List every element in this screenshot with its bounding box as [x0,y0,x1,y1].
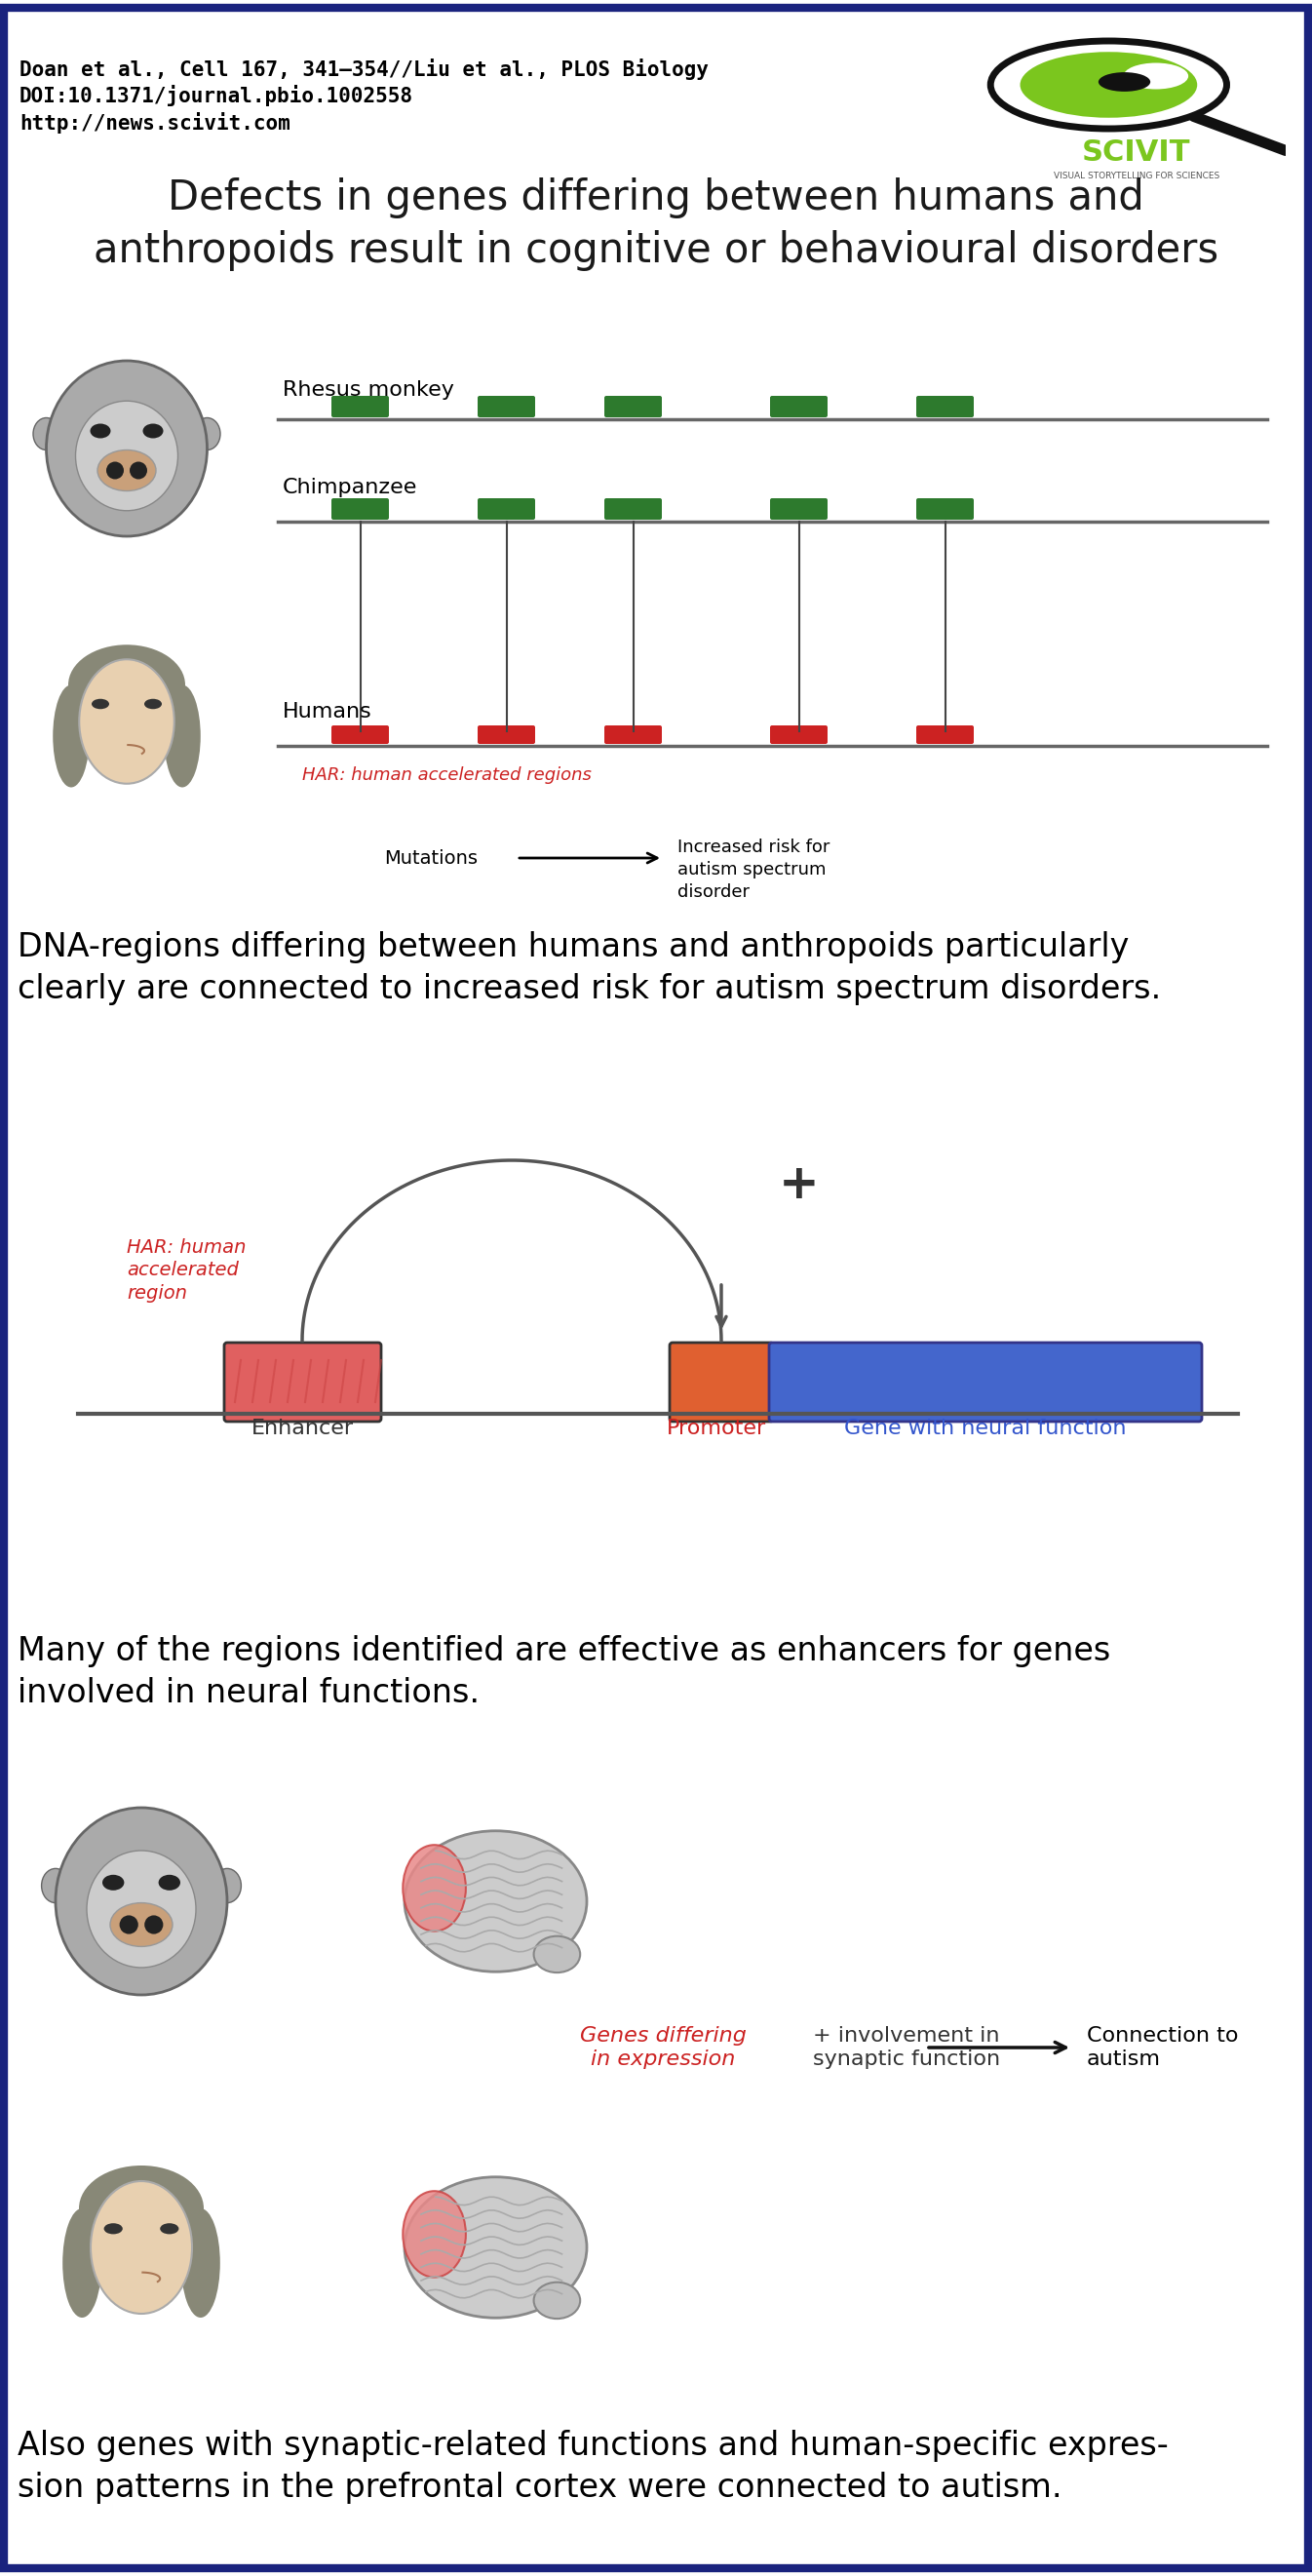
Text: DOI:10.1371/journal.pbio.1002558: DOI:10.1371/journal.pbio.1002558 [20,85,413,106]
Text: Humans: Humans [282,703,373,721]
Ellipse shape [144,698,161,708]
Ellipse shape [87,1850,195,1968]
Ellipse shape [534,1937,580,1973]
Text: http://news.scivit.com: http://news.scivit.com [20,113,290,134]
Ellipse shape [160,2223,178,2233]
FancyBboxPatch shape [769,1342,1202,1422]
Ellipse shape [63,2208,101,2318]
FancyBboxPatch shape [332,497,388,520]
FancyBboxPatch shape [605,726,661,744]
Text: Defects in genes differing between humans and
anthropoids result in cognitive or: Defects in genes differing between human… [93,178,1219,270]
Ellipse shape [91,422,110,438]
FancyBboxPatch shape [224,1342,380,1422]
FancyBboxPatch shape [332,726,388,744]
Circle shape [1098,72,1151,93]
FancyBboxPatch shape [478,497,535,520]
FancyBboxPatch shape [669,1342,773,1422]
Text: HAR: human accelerated regions: HAR: human accelerated regions [302,768,592,783]
Ellipse shape [33,417,59,451]
Ellipse shape [68,644,185,726]
Text: Connection to
autism: Connection to autism [1086,2025,1239,2069]
Text: +: + [779,1162,820,1208]
Ellipse shape [102,1875,125,1891]
Text: DNA-regions differing between humans and anthropoids particularly
clearly are co: DNA-regions differing between humans and… [17,930,1161,1005]
Ellipse shape [76,402,178,510]
Ellipse shape [403,2192,466,2277]
Text: Rhesus monkey: Rhesus monkey [282,381,454,399]
Circle shape [130,461,147,479]
Ellipse shape [534,2282,580,2318]
Text: VISUAL STORYTELLING FOR SCIENCES: VISUAL STORYTELLING FOR SCIENCES [1054,173,1219,180]
FancyBboxPatch shape [770,726,828,744]
FancyBboxPatch shape [770,497,828,520]
Ellipse shape [104,2223,122,2233]
FancyBboxPatch shape [332,397,388,417]
FancyBboxPatch shape [605,497,661,520]
Text: Chimpanzee: Chimpanzee [282,477,417,497]
Circle shape [119,1917,138,1935]
Text: Genes differing
in expression: Genes differing in expression [580,2025,747,2069]
Text: Doan et al., Cell 167, 341–354//Liu et al., PLOS Biology: Doan et al., Cell 167, 341–354//Liu et a… [20,59,708,80]
Ellipse shape [213,1868,241,1904]
FancyBboxPatch shape [478,397,535,417]
Ellipse shape [79,2166,203,2251]
Ellipse shape [159,1875,180,1891]
Ellipse shape [46,361,207,536]
Ellipse shape [91,2182,192,2313]
Ellipse shape [79,659,174,783]
Text: + involvement in
synaptic function: + involvement in synaptic function [813,2025,1000,2069]
Text: Also genes with synaptic-related functions and human-specific expres-
sion patte: Also genes with synaptic-related functio… [17,2429,1169,2504]
Ellipse shape [42,1868,70,1904]
Ellipse shape [92,698,109,708]
Text: Gene with neural function: Gene with neural function [845,1419,1127,1437]
Ellipse shape [403,1844,466,1932]
Ellipse shape [404,1832,586,1971]
FancyBboxPatch shape [916,726,974,744]
FancyBboxPatch shape [916,497,974,520]
Text: Enhancer: Enhancer [251,1419,353,1437]
FancyBboxPatch shape [605,397,661,417]
FancyBboxPatch shape [916,397,974,417]
Ellipse shape [52,685,89,788]
Text: Promoter: Promoter [666,1419,766,1437]
Ellipse shape [110,1904,173,1947]
Circle shape [991,41,1227,129]
Ellipse shape [55,1808,227,1994]
FancyBboxPatch shape [478,726,535,744]
Text: HAR: human
accelerated
region: HAR: human accelerated region [127,1239,247,1303]
Text: Increased risk for
autism spectrum
disorder: Increased risk for autism spectrum disor… [677,840,830,902]
Ellipse shape [404,2177,586,2318]
Text: Mutations: Mutations [384,848,478,868]
FancyBboxPatch shape [770,397,828,417]
Ellipse shape [1123,62,1189,90]
Ellipse shape [143,422,163,438]
Ellipse shape [181,2208,220,2318]
Ellipse shape [164,685,201,788]
Text: SCIVIT: SCIVIT [1082,139,1190,167]
Circle shape [106,461,123,479]
Circle shape [1019,52,1197,118]
Ellipse shape [194,417,220,451]
Circle shape [144,1917,163,1935]
Ellipse shape [97,451,156,492]
Text: Many of the regions identified are effective as enhancers for genes
involved in : Many of the regions identified are effec… [17,1636,1110,1710]
